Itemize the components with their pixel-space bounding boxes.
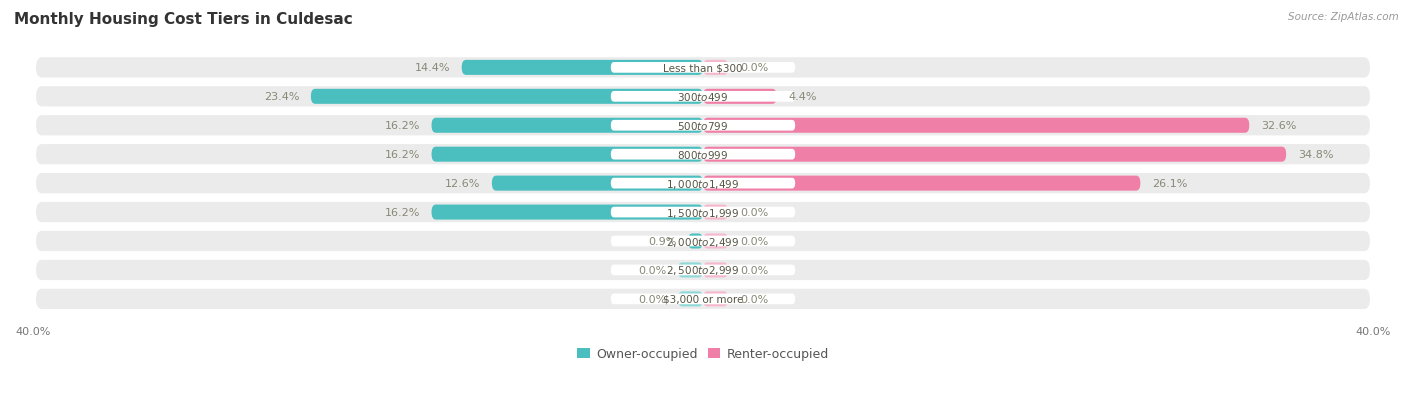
FancyBboxPatch shape xyxy=(610,265,796,275)
Text: $3,000 or more: $3,000 or more xyxy=(662,294,744,304)
FancyBboxPatch shape xyxy=(610,207,796,218)
FancyBboxPatch shape xyxy=(37,145,1369,165)
Text: $1,500 to $1,999: $1,500 to $1,999 xyxy=(666,206,740,219)
FancyBboxPatch shape xyxy=(610,236,796,247)
FancyBboxPatch shape xyxy=(37,87,1369,107)
Text: 16.2%: 16.2% xyxy=(384,150,420,160)
FancyBboxPatch shape xyxy=(37,231,1369,252)
FancyBboxPatch shape xyxy=(37,289,1369,309)
FancyBboxPatch shape xyxy=(610,121,796,131)
FancyBboxPatch shape xyxy=(703,119,1250,133)
Text: 12.6%: 12.6% xyxy=(444,179,479,189)
Text: Monthly Housing Cost Tiers in Culdesac: Monthly Housing Cost Tiers in Culdesac xyxy=(14,12,353,27)
FancyBboxPatch shape xyxy=(703,90,776,104)
Text: $800 to $999: $800 to $999 xyxy=(678,149,728,161)
FancyBboxPatch shape xyxy=(432,205,703,220)
Text: 16.2%: 16.2% xyxy=(384,121,420,131)
Text: 4.4%: 4.4% xyxy=(789,92,817,102)
Text: 0.0%: 0.0% xyxy=(740,63,768,73)
FancyBboxPatch shape xyxy=(703,292,728,307)
FancyBboxPatch shape xyxy=(703,205,728,220)
Text: 14.4%: 14.4% xyxy=(415,63,450,73)
FancyBboxPatch shape xyxy=(610,178,796,189)
FancyBboxPatch shape xyxy=(610,150,796,160)
Text: 0.0%: 0.0% xyxy=(740,236,768,247)
Text: $2,500 to $2,999: $2,500 to $2,999 xyxy=(666,264,740,277)
Text: 0.0%: 0.0% xyxy=(740,265,768,275)
Text: 34.8%: 34.8% xyxy=(1298,150,1333,160)
Text: $300 to $499: $300 to $499 xyxy=(678,91,728,103)
Text: 32.6%: 32.6% xyxy=(1261,121,1296,131)
Text: 23.4%: 23.4% xyxy=(264,92,299,102)
FancyBboxPatch shape xyxy=(678,263,703,278)
FancyBboxPatch shape xyxy=(610,63,796,74)
Text: 26.1%: 26.1% xyxy=(1152,179,1188,189)
FancyBboxPatch shape xyxy=(37,202,1369,223)
FancyBboxPatch shape xyxy=(703,263,728,278)
FancyBboxPatch shape xyxy=(37,58,1369,78)
FancyBboxPatch shape xyxy=(492,176,703,191)
FancyBboxPatch shape xyxy=(703,61,728,76)
Text: $500 to $799: $500 to $799 xyxy=(678,120,728,132)
FancyBboxPatch shape xyxy=(703,176,1140,191)
FancyBboxPatch shape xyxy=(610,92,796,102)
FancyBboxPatch shape xyxy=(432,147,703,162)
FancyBboxPatch shape xyxy=(678,292,703,307)
FancyBboxPatch shape xyxy=(688,234,703,249)
FancyBboxPatch shape xyxy=(432,119,703,133)
Text: $1,000 to $1,499: $1,000 to $1,499 xyxy=(666,177,740,190)
Text: 0.0%: 0.0% xyxy=(740,294,768,304)
FancyBboxPatch shape xyxy=(37,260,1369,280)
Text: 0.0%: 0.0% xyxy=(638,265,666,275)
Text: 0.0%: 0.0% xyxy=(740,208,768,218)
Legend: Owner-occupied, Renter-occupied: Owner-occupied, Renter-occupied xyxy=(572,342,834,366)
FancyBboxPatch shape xyxy=(610,294,796,304)
Text: Less than $300: Less than $300 xyxy=(664,63,742,73)
FancyBboxPatch shape xyxy=(703,234,728,249)
Text: Source: ZipAtlas.com: Source: ZipAtlas.com xyxy=(1288,12,1399,22)
FancyBboxPatch shape xyxy=(461,61,703,76)
FancyBboxPatch shape xyxy=(37,116,1369,136)
FancyBboxPatch shape xyxy=(37,173,1369,194)
Text: 0.9%: 0.9% xyxy=(648,236,676,247)
Text: $2,000 to $2,499: $2,000 to $2,499 xyxy=(666,235,740,248)
Text: 16.2%: 16.2% xyxy=(384,208,420,218)
FancyBboxPatch shape xyxy=(703,147,1286,162)
Text: 0.0%: 0.0% xyxy=(638,294,666,304)
FancyBboxPatch shape xyxy=(311,90,703,104)
